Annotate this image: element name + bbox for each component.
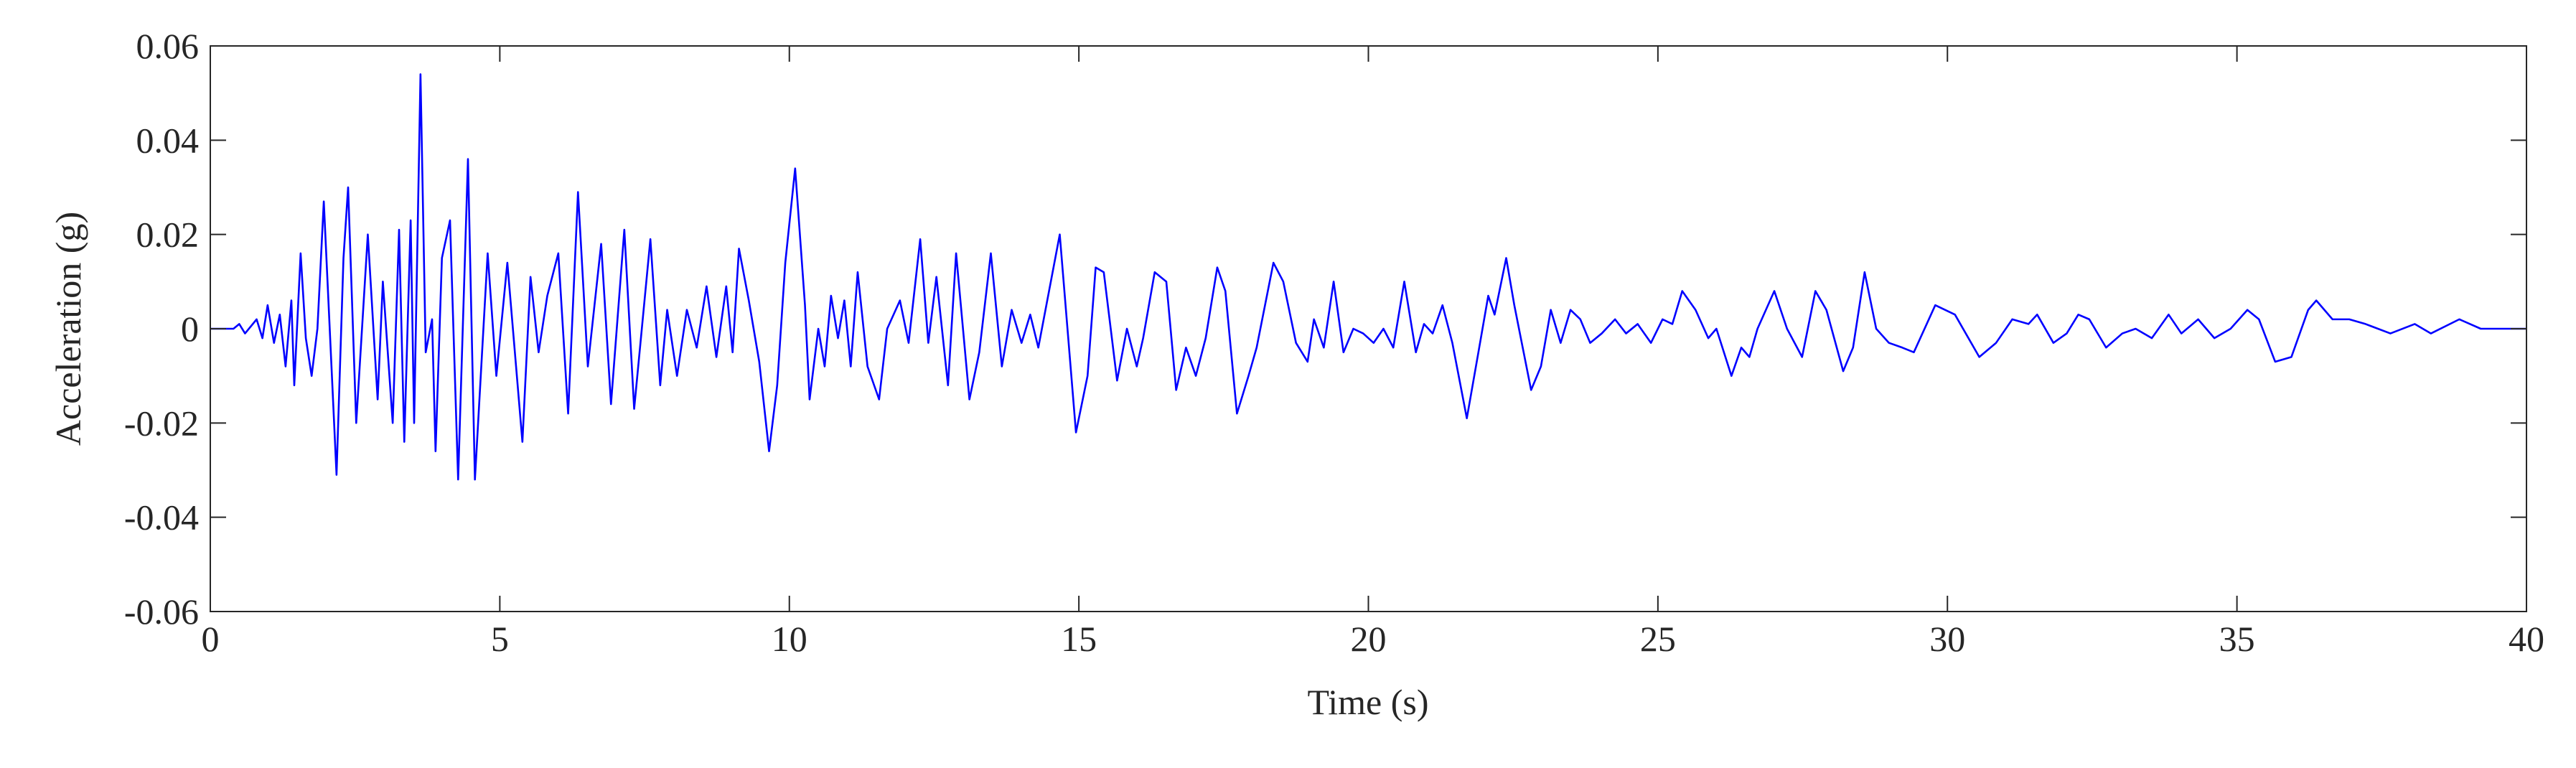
y-axis-label: Acceleration (g) bbox=[48, 212, 88, 446]
x-tick-label: 0 bbox=[202, 619, 220, 659]
y-tick-label: 0 bbox=[181, 309, 199, 349]
y-tick-label: -0.02 bbox=[124, 403, 199, 443]
x-tick-label: 10 bbox=[772, 619, 807, 659]
x-tick-label: 15 bbox=[1061, 619, 1097, 659]
y-tick-label: 0.04 bbox=[136, 120, 200, 160]
y-tick-label: 0.02 bbox=[136, 215, 200, 255]
x-tick-label: 30 bbox=[1929, 619, 1965, 659]
x-tick-label: 40 bbox=[2509, 619, 2544, 659]
x-axis-label: Time (s) bbox=[1307, 682, 1428, 722]
x-tick-label: 25 bbox=[1640, 619, 1676, 659]
x-tick-label: 5 bbox=[491, 619, 509, 659]
y-tick-label: -0.06 bbox=[124, 591, 199, 632]
y-tick-label: 0.06 bbox=[136, 26, 200, 66]
data-line bbox=[210, 73, 2526, 481]
x-tick-label: 20 bbox=[1351, 619, 1387, 659]
x-tick-label: 35 bbox=[2219, 619, 2255, 659]
y-tick-label: -0.04 bbox=[124, 497, 199, 538]
